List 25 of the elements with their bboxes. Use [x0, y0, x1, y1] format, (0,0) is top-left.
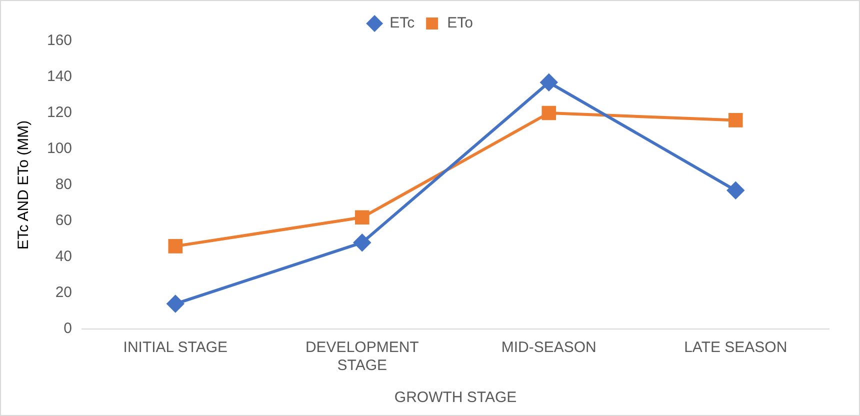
y-tick-label: 80	[55, 176, 72, 194]
point	[168, 239, 183, 254]
point	[728, 113, 743, 128]
x-tick-label: MID-SEASON	[501, 339, 596, 356]
legend-label: ETo	[447, 14, 473, 32]
point	[354, 234, 371, 252]
y-axis-title: ETc AND ETo (MM)	[15, 120, 32, 250]
y-tick-label: 60	[55, 212, 72, 230]
x-axis-title: GROWTH STAGE	[394, 389, 517, 406]
point	[542, 106, 556, 120]
y-tick-label: 20	[55, 284, 72, 302]
y-tick-label: 100	[46, 140, 72, 158]
point	[727, 182, 744, 199]
x-tick-label: LATE SEASON	[684, 339, 788, 356]
y-tick-label: 120	[46, 104, 72, 122]
point	[166, 295, 184, 312]
x-tick-label: DEVELOPMENT STAGE	[305, 339, 419, 374]
point	[540, 74, 558, 91]
legend-label: ETc	[390, 14, 416, 32]
y-tick-label: 140	[46, 68, 72, 86]
point	[354, 210, 370, 225]
x-tick-label: INITIAL STAGE	[123, 339, 228, 356]
y-tick-label: 0	[64, 320, 72, 338]
y-tick-label: 160	[46, 32, 72, 50]
y-tick-label: 40	[55, 248, 72, 266]
